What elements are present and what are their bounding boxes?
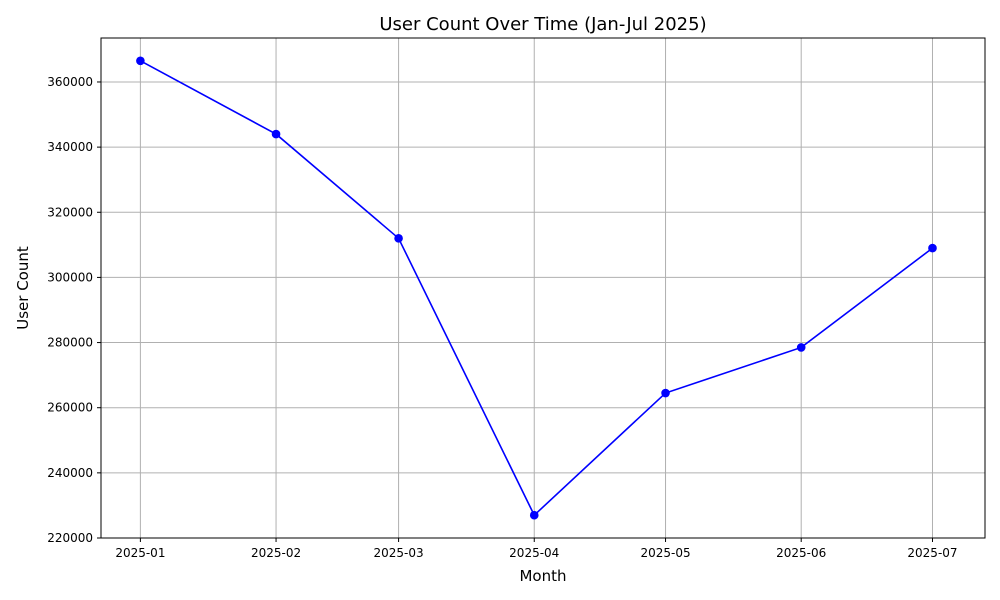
y-tick-label: 320000 (47, 205, 93, 219)
x-axis-label: Month (519, 567, 566, 585)
data-point (394, 234, 403, 243)
data-point (661, 388, 670, 398)
x-tick-label: 2025-01 (115, 546, 165, 560)
grid (101, 38, 985, 539)
y-tick-label: 340000 (47, 140, 93, 154)
x-tick-label: 2025-05 (640, 546, 690, 560)
series-layer (136, 56, 937, 520)
axes: 2025-01 2025-02 2025-03 2025-04 2025-05 2025-… (47, 37, 986, 560)
y-tick-label: 280000 (47, 336, 93, 350)
y-tick-label: 360000 (47, 75, 93, 89)
x-tick-label: 2025-07 (907, 546, 957, 560)
data-point (928, 243, 937, 253)
y-tick-label: 300000 (47, 270, 93, 284)
x-tick-label: 2025-04 (509, 546, 559, 560)
y-axis-label: User Count (14, 246, 32, 330)
x-tick-label: 2025-03 (374, 546, 424, 560)
x-tick-label: 2025-06 (776, 546, 826, 560)
data-point (529, 510, 539, 520)
data-point (271, 129, 281, 139)
y-tick-label: 220000 (47, 531, 93, 545)
x-tick-label: 2025-02 (251, 546, 301, 560)
y-tick-label: 240000 (47, 466, 93, 480)
plot-frame (100, 37, 986, 539)
data-point (136, 56, 145, 66)
series-line (140, 60, 933, 517)
chart-title: User Count Over Time (Jan-Jul 2025) (379, 14, 706, 35)
data-point (796, 343, 806, 352)
y-tick-label: 260000 (47, 401, 93, 415)
